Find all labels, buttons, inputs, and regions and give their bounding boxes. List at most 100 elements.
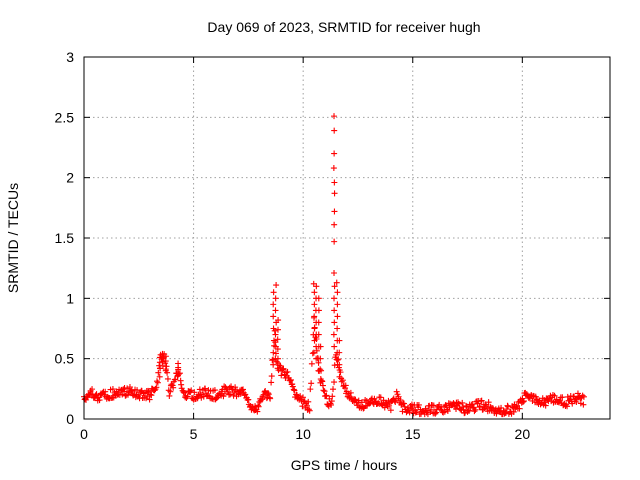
data-point [299, 394, 306, 401]
data-point [342, 382, 349, 389]
grid-lines [84, 57, 610, 419]
x-tick-label: 10 [295, 426, 311, 442]
chart-title: Day 069 of 2023, SRMTID for receiver hug… [207, 19, 480, 35]
data-point [318, 367, 325, 374]
data-point [476, 403, 483, 410]
data-point [119, 391, 126, 398]
data-point [268, 379, 275, 386]
y-axis-ticks: 0 0.5 1 1.5 2 2.5 3 [55, 49, 610, 427]
data-point [254, 408, 261, 415]
data-point [308, 380, 315, 387]
data-point [156, 373, 163, 380]
data-point [153, 378, 160, 385]
data-point [274, 326, 281, 333]
data-point [311, 301, 318, 308]
data-point [274, 365, 281, 372]
data-point [315, 295, 322, 302]
data-point [336, 337, 343, 344]
data-point [331, 113, 338, 120]
data-point [279, 366, 286, 373]
data-point [307, 386, 314, 393]
data-point [155, 369, 162, 376]
y-tick-label: 2 [66, 170, 74, 186]
data-point [331, 307, 338, 314]
data-point [270, 301, 277, 308]
data-point [559, 394, 566, 401]
data-point [148, 392, 155, 399]
y-tick-label: 1.5 [55, 230, 75, 246]
data-point [415, 401, 422, 408]
data-point [144, 393, 151, 400]
data-point [331, 179, 338, 186]
data-point [196, 386, 203, 393]
x-tick-label: 20 [515, 426, 531, 442]
data-point [159, 362, 166, 369]
data-point [386, 402, 393, 409]
data-point [221, 390, 228, 397]
data-point [166, 392, 173, 399]
data-point [580, 393, 587, 400]
data-point [261, 388, 268, 395]
data-point [242, 391, 249, 398]
data-point [313, 283, 320, 290]
data-point [334, 313, 341, 320]
data-point [330, 331, 337, 338]
data-point [109, 386, 116, 393]
data-point [315, 319, 322, 326]
data-point [278, 372, 285, 379]
data-point [433, 409, 440, 416]
data-point [227, 391, 234, 398]
data-point [270, 313, 277, 320]
data-point [459, 399, 466, 406]
data-point [529, 397, 536, 404]
data-point [159, 350, 166, 357]
data-point [180, 388, 187, 395]
data-point [265, 390, 272, 396]
data-point [564, 403, 571, 410]
data-point [270, 325, 277, 332]
data-point [463, 402, 470, 409]
data-point [102, 388, 109, 395]
data-point [455, 400, 462, 407]
data-point [265, 391, 272, 398]
data-point [432, 410, 439, 417]
y-axis-label: SRMTID / TECUs [5, 183, 21, 293]
data-point [331, 319, 338, 326]
data-point [239, 386, 246, 393]
data-point [308, 360, 315, 367]
data-point [174, 372, 181, 379]
data-point [551, 392, 558, 399]
data-point [336, 349, 343, 356]
data-point [272, 295, 279, 302]
data-point [145, 388, 152, 395]
x-axis-label: GPS time / hours [291, 457, 398, 473]
data-point [331, 190, 338, 197]
data-point [270, 349, 277, 356]
data-point [400, 400, 407, 407]
data-point [154, 379, 161, 386]
data-point [331, 379, 338, 386]
data-point [397, 397, 404, 404]
data-point [317, 343, 324, 350]
data-point [269, 357, 276, 364]
data-point [311, 337, 318, 344]
data-point [328, 401, 335, 408]
data-point [315, 307, 322, 314]
data-point [444, 408, 451, 415]
data-point [476, 404, 483, 411]
data-point [317, 355, 324, 362]
data-point [331, 295, 338, 302]
data-point [377, 394, 384, 401]
data-point [270, 337, 277, 344]
x-tick-label: 0 [80, 426, 88, 442]
data-point [239, 387, 246, 394]
data-point [482, 401, 489, 408]
data-point [287, 377, 294, 384]
data-point [472, 406, 479, 413]
data-point [167, 388, 174, 395]
data-point [293, 391, 300, 398]
data-point [334, 301, 341, 308]
data-point [220, 393, 227, 400]
data-point [306, 407, 313, 414]
